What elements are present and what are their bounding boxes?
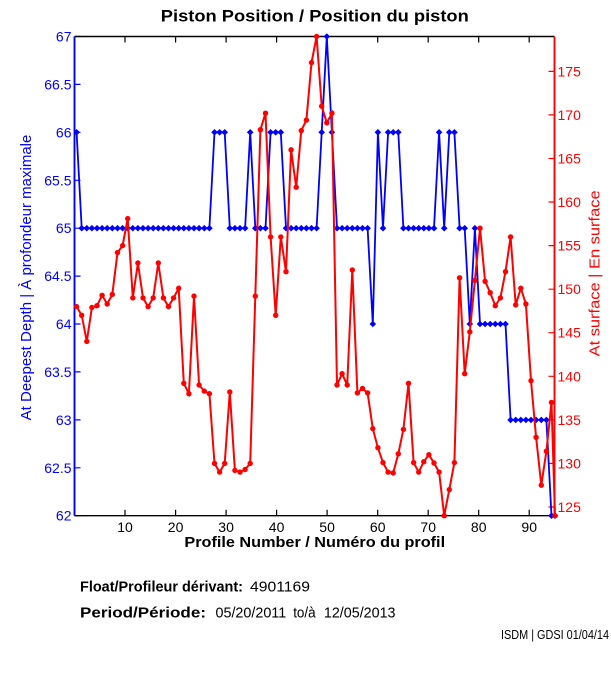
svg-text:145: 145	[558, 325, 582, 341]
svg-text:Piston Position / Position du: Piston Position / Position du piston	[161, 8, 469, 26]
svg-text:62.5: 62.5	[44, 460, 71, 476]
svg-text:50: 50	[319, 519, 335, 535]
svg-text:At Deepest Depth | À profondeu: At Deepest Depth | À profondeur maximale	[18, 135, 35, 421]
svg-text:66: 66	[56, 124, 72, 140]
svg-text:to/à: to/à	[293, 605, 316, 622]
svg-text:30: 30	[218, 519, 234, 535]
svg-text:160: 160	[558, 194, 582, 210]
svg-text:90: 90	[521, 519, 537, 535]
svg-text:67: 67	[56, 29, 72, 45]
svg-text:170: 170	[558, 107, 582, 123]
svg-text:ISDM | GDSI 01/04/14: ISDM | GDSI 01/04/14	[501, 628, 609, 642]
svg-text:At surface | En surface: At surface | En surface	[587, 190, 604, 356]
svg-text:175: 175	[558, 63, 582, 79]
svg-text:Period/Période:: Period/Période:	[80, 605, 206, 622]
svg-text:4901169: 4901169	[250, 579, 310, 596]
svg-text:135: 135	[558, 412, 582, 428]
svg-text:40: 40	[269, 519, 285, 535]
svg-text:63.5: 63.5	[44, 364, 71, 380]
svg-text:140: 140	[558, 368, 582, 384]
svg-text:Float/Profileur dérivant:: Float/Profileur dérivant:	[80, 579, 243, 596]
svg-text:165: 165	[558, 151, 582, 167]
svg-text:65: 65	[56, 220, 72, 236]
svg-text:64: 64	[56, 316, 72, 332]
svg-text:10: 10	[117, 519, 133, 535]
svg-text:Profile Number / Numéro du pro: Profile Number / Numéro du profil	[184, 534, 445, 551]
svg-text:65.5: 65.5	[44, 172, 71, 188]
svg-text:64.5: 64.5	[44, 268, 71, 284]
svg-text:60: 60	[370, 519, 386, 535]
svg-text:66.5: 66.5	[44, 76, 71, 92]
svg-text:05/20/2011: 05/20/2011	[216, 605, 287, 622]
svg-text:70: 70	[420, 519, 436, 535]
svg-text:130: 130	[558, 455, 582, 471]
svg-text:150: 150	[558, 281, 582, 297]
svg-text:20: 20	[168, 519, 184, 535]
svg-text:62: 62	[56, 508, 72, 524]
svg-text:12/05/2013: 12/05/2013	[324, 605, 396, 622]
svg-text:155: 155	[558, 238, 582, 254]
svg-text:80: 80	[471, 519, 487, 535]
svg-text:125: 125	[558, 499, 582, 515]
svg-text:63: 63	[56, 412, 72, 428]
